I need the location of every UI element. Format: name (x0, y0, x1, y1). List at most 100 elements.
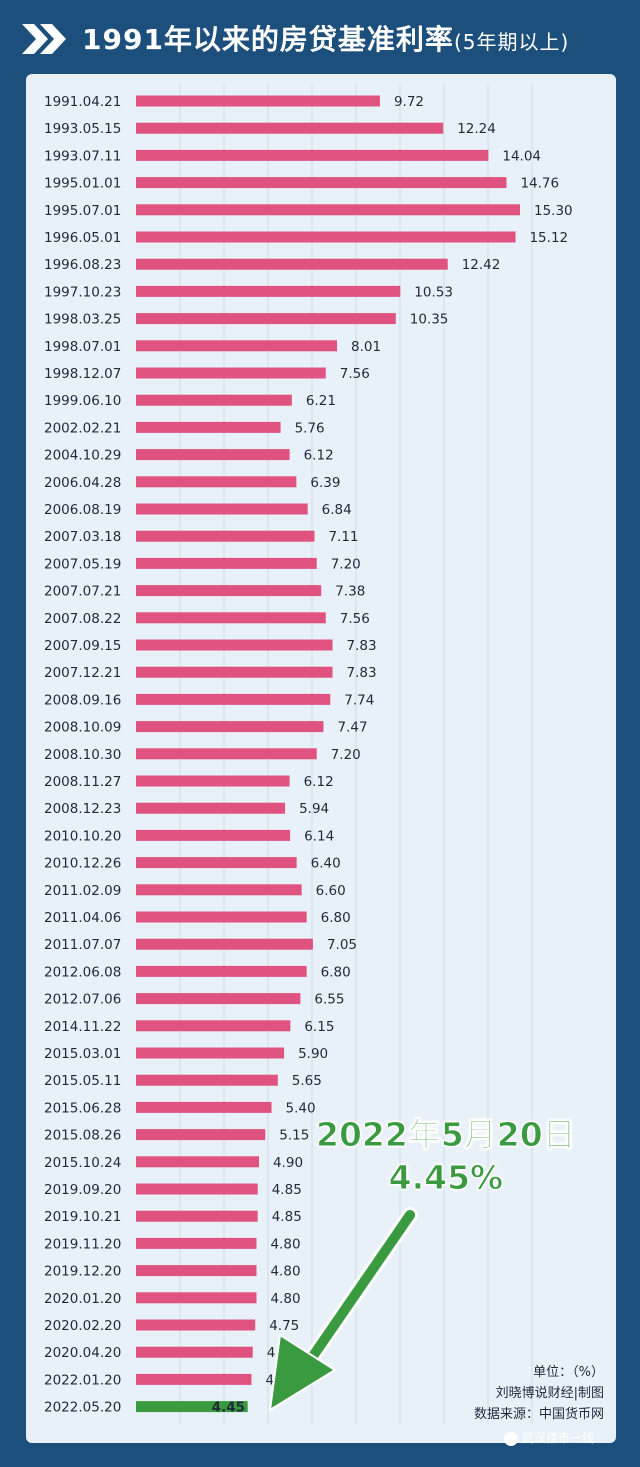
date-label: 1997.10.23 (44, 284, 121, 300)
value-label: 7.20 (331, 747, 361, 763)
rate-bar (136, 421, 281, 433)
value-label: 7.56 (340, 611, 370, 627)
value-label: 5.40 (286, 1100, 316, 1116)
annotation-rate: 4.45% (388, 1158, 504, 1198)
rate-bar (136, 1020, 291, 1032)
rate-bar (136, 1156, 259, 1168)
double-chevron-icon (22, 24, 66, 54)
value-label: 4.85 (272, 1182, 302, 1198)
date-label: 2022.05.20 (44, 1400, 121, 1416)
date-label: 1998.12.07 (44, 366, 121, 382)
rate-bar (136, 1129, 266, 1141)
value-label: 7.83 (347, 638, 377, 654)
value-label: 6.21 (306, 393, 336, 409)
rate-bar (136, 639, 333, 651)
value-label: 7.20 (331, 556, 361, 572)
value-label: 15.30 (534, 203, 573, 219)
chart-panel: 1991.04.21 9.72 1993.05.15 12.24 1993.07.11 1… (26, 74, 616, 1443)
rate-bar (136, 829, 291, 841)
rate-bar (136, 721, 324, 733)
date-label: 2008.10.09 (44, 720, 121, 736)
page-title: 1991年以来的房贷基准利率(5年期以上) (82, 18, 569, 58)
value-label: 12.24 (457, 121, 496, 137)
unit-label: 单位：（%） (533, 1365, 604, 1380)
date-label: 1996.08.23 (44, 257, 121, 273)
rate-bar (136, 1074, 278, 1086)
rate-bar (136, 95, 380, 107)
value-label: 8.01 (351, 339, 381, 355)
value-label: 5.90 (298, 1046, 328, 1062)
rate-bar (136, 394, 292, 406)
value-label: 4.80 (270, 1236, 300, 1252)
date-label: 2022.01.20 (44, 1372, 121, 1388)
rate-bar (136, 775, 290, 787)
date-label: 2015.05.11 (44, 1073, 121, 1089)
value-label: 6.80 (321, 964, 351, 980)
value-label: 10.35 (410, 312, 449, 328)
date-label: 2004.10.29 (44, 448, 121, 464)
account-icon (504, 1431, 518, 1446)
date-label: 2007.07.21 (44, 584, 121, 600)
value-label: 6.12 (304, 448, 334, 464)
value-label: 12.42 (462, 257, 501, 273)
account-badge: 武汉楼市一线 (504, 1429, 594, 1446)
value-label: 6.60 (316, 883, 346, 899)
value-label: 6.12 (304, 774, 334, 790)
rate-bar (136, 530, 315, 542)
date-label: 2010.10.20 (44, 828, 121, 844)
annotation-callout: 2022年5月20日 4.45% (316, 1108, 577, 1198)
date-label: 2015.06.28 (44, 1100, 121, 1116)
bar-chart: 1991.04.21 9.72 1993.05.15 12.24 1993.07.11 1… (44, 84, 573, 1424)
date-label: 2011.02.09 (44, 883, 121, 899)
author-label: 刘晓博说财经|制图 (495, 1386, 604, 1401)
rate-bar (136, 1101, 272, 1113)
date-label: 2019.11.20 (44, 1236, 121, 1252)
title-main: 1991年以来的房贷基准利率 (82, 23, 454, 56)
date-label: 2011.07.07 (44, 937, 121, 953)
title-sub: (5年期以上) (453, 30, 570, 54)
rate-bar (136, 367, 326, 379)
value-label: 7.74 (344, 692, 374, 708)
rate-bar (136, 258, 448, 270)
rate-bar (136, 911, 307, 923)
date-label: 1999.06.10 (44, 393, 121, 409)
date-label: 1991.04.21 (44, 94, 121, 110)
rate-bar (136, 748, 317, 760)
rate-bar (136, 122, 444, 134)
rate-bar (136, 340, 338, 352)
value-label: 7.38 (335, 584, 365, 600)
rate-bar (136, 1047, 285, 1059)
date-label: 2015.10.24 (44, 1155, 121, 1171)
value-label: 14.76 (520, 176, 559, 192)
source-label: 数据来源：中国货币网 (473, 1407, 604, 1422)
date-label: 2014.11.22 (44, 1019, 121, 1035)
header: 1991年以来的房贷基准利率(5年期以上) (0, 0, 640, 78)
rate-bar (136, 476, 297, 488)
rate-bar (136, 204, 520, 216)
arrow-icon (268, 1207, 418, 1412)
rate-bar (136, 938, 313, 950)
rate-bar (136, 285, 401, 297)
highlight-bar (136, 1401, 248, 1413)
value-label: 5.65 (292, 1073, 322, 1089)
value-label: 6.15 (304, 1019, 334, 1035)
date-label: 2020.01.20 (44, 1291, 121, 1307)
rate-bar (136, 1292, 257, 1304)
date-label: 2007.09.15 (44, 638, 121, 654)
date-label: 2019.09.20 (44, 1182, 121, 1198)
value-label: 6.80 (321, 910, 351, 926)
rate-bar (136, 1346, 253, 1358)
date-label: 2007.12.21 (44, 665, 121, 681)
date-label: 2019.10.21 (44, 1209, 121, 1225)
value-label: 10.53 (414, 284, 453, 300)
annotation-date: 2022年5月20日 (316, 1115, 577, 1155)
date-label: 1993.05.15 (44, 121, 121, 137)
date-label: 2008.12.23 (44, 801, 121, 817)
date-label: 2010.12.26 (44, 856, 121, 872)
date-label: 1995.01.01 (44, 176, 121, 192)
account-name: 武汉楼市一线 (522, 1431, 595, 1445)
rate-bar (136, 993, 301, 1005)
value-label: 4.45 (212, 1400, 245, 1416)
value-label: 5.94 (299, 801, 329, 817)
rate-bar (136, 1183, 258, 1195)
